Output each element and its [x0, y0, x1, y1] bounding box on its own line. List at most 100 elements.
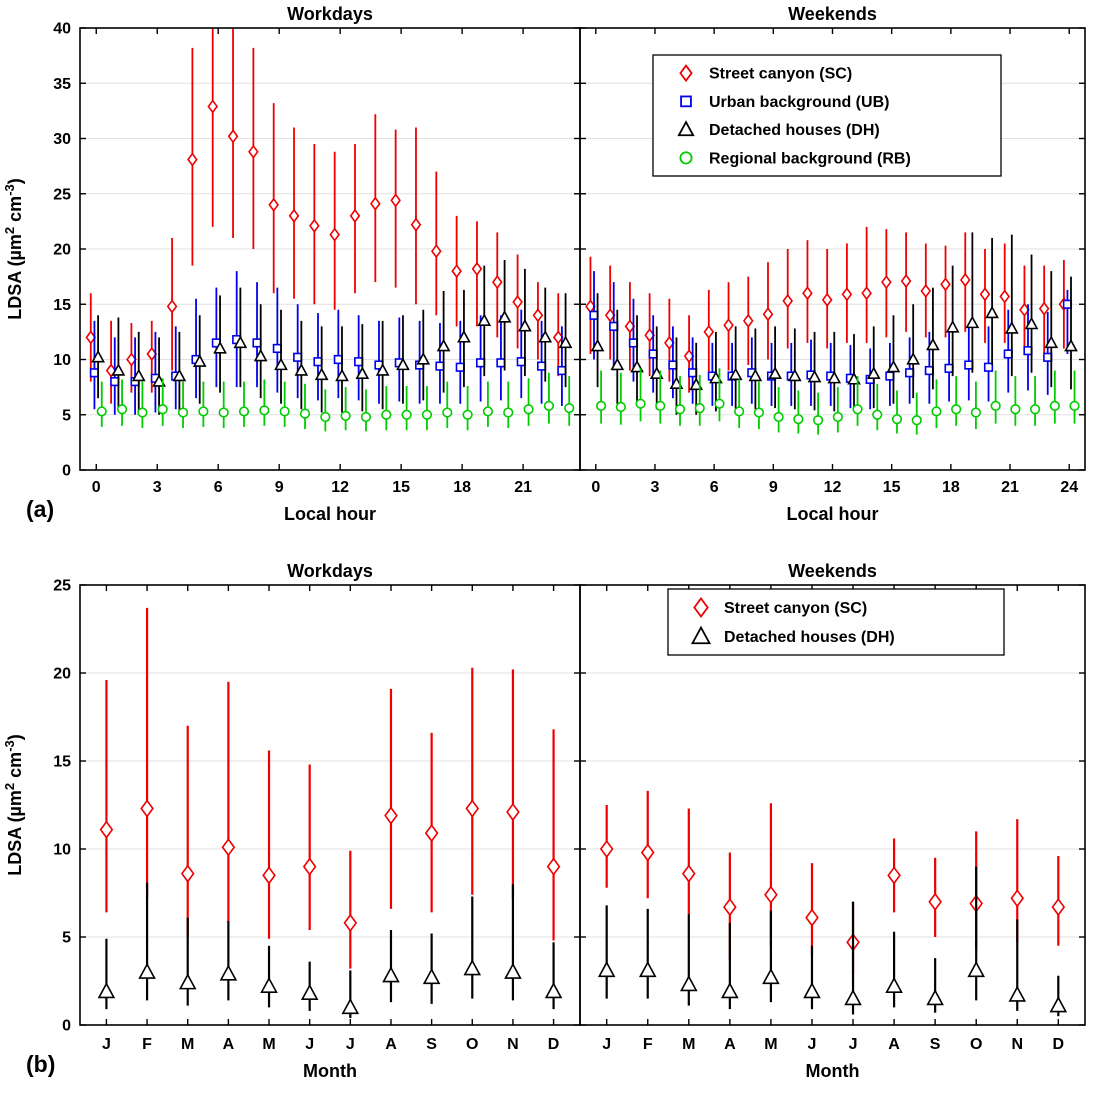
panel-a-label: (a) — [26, 496, 55, 522]
svg-text:6: 6 — [214, 479, 223, 496]
svg-text:S: S — [930, 1036, 941, 1053]
x-axis-label: Local hour — [284, 504, 376, 524]
y-axis-label-b: LDSA (µm2 cm-3) — [2, 734, 25, 876]
svg-text:3: 3 — [153, 479, 162, 496]
legend-label-street-canyon-sc: Street canyon (SC) — [709, 66, 852, 83]
svg-text:10: 10 — [53, 842, 71, 859]
y-tick-labels: 0 5 10 15 20 25 30 35 40 — [53, 21, 71, 480]
svg-text:F: F — [643, 1036, 653, 1053]
series-urban-background-ub — [589, 271, 1073, 410]
svg-text:D: D — [1053, 1036, 1065, 1053]
svg-text:0: 0 — [62, 463, 71, 480]
legend-label-urban-background-ub: Urban background (UB) — [709, 94, 889, 111]
y-tick-labels: 0 5 10 15 20 25 — [53, 578, 71, 1035]
svg-text:30: 30 — [53, 131, 71, 148]
axes-box — [579, 584, 1086, 1026]
y-axis-label-a: LDSA (µm2 cm-3) — [2, 178, 25, 320]
series-regional-background-rb — [96, 372, 575, 432]
x-tick-labels: 0 3 6 9 12 15 18 21 — [92, 479, 532, 496]
legend-label-regional-background-rb: Regional background (RB) — [709, 150, 911, 167]
grid-lines — [80, 672, 580, 938]
x-axis-label: Month — [303, 1061, 357, 1081]
subplot-title: Workdays — [287, 561, 373, 581]
svg-text:15: 15 — [883, 479, 901, 496]
svg-text:A: A — [223, 1036, 235, 1053]
series-regional-background-rb — [596, 368, 1080, 435]
panel-b-label: (b) — [26, 1051, 56, 1077]
grid-lines — [580, 672, 1085, 938]
subplot-title: Workdays — [287, 4, 373, 24]
svg-text:S: S — [426, 1036, 437, 1053]
subplot-a_weekends: 0 3 6 9 12 15 18 21 24 Weekends Local hour Street c… — [579, 4, 1086, 524]
tick-marks — [80, 584, 580, 1026]
x-axis-label: Month — [806, 1061, 860, 1081]
svg-text:15: 15 — [53, 297, 71, 314]
svg-text:F: F — [142, 1036, 152, 1053]
legend: Street canyon (SC) Urban background (UB) D… — [652, 54, 1002, 177]
svg-text:5: 5 — [62, 930, 71, 947]
svg-text:9: 9 — [275, 479, 284, 496]
series-street-canyon-sc — [99, 607, 561, 969]
x-tick-labels: 0 3 6 9 12 15 18 21 24 — [591, 479, 1078, 496]
svg-text:A: A — [888, 1036, 900, 1053]
subplot-b_workdays: J F M A M J J A S O N D 0 5 10 15 20 25 Workdays Month — [53, 561, 581, 1081]
legend-label-detached-houses-dh: Detached houses (DH) — [709, 122, 880, 139]
svg-text:M: M — [682, 1036, 695, 1053]
x-axis-label: Local hour — [786, 504, 878, 524]
svg-text:A: A — [724, 1036, 736, 1053]
series-street-canyon-sc — [85, 28, 564, 404]
axes-box — [79, 584, 581, 1026]
svg-text:6: 6 — [710, 479, 719, 496]
svg-text:25: 25 — [53, 186, 71, 203]
svg-text:O: O — [466, 1036, 478, 1053]
svg-text:18: 18 — [453, 479, 471, 496]
svg-text:9: 9 — [769, 479, 778, 496]
legend: Street canyon (SC) Detached houses (DH) — [667, 588, 1005, 656]
legend-label-street-canyon-sc: Street canyon (SC) — [724, 600, 867, 617]
svg-text:0: 0 — [62, 1018, 71, 1035]
svg-text:35: 35 — [53, 76, 71, 93]
svg-text:21: 21 — [1001, 479, 1019, 496]
svg-text:J: J — [602, 1036, 611, 1053]
svg-text:20: 20 — [53, 666, 71, 683]
svg-text:3: 3 — [651, 479, 660, 496]
svg-text:20: 20 — [53, 242, 71, 259]
svg-text:O: O — [970, 1036, 982, 1053]
svg-text:M: M — [262, 1036, 275, 1053]
series-detached-houses-dh — [590, 232, 1078, 415]
subplot-b_weekends: J F M A M J J A S O N D Weekends Month Street canyon (… — [579, 561, 1086, 1081]
grid-lines — [80, 82, 580, 416]
svg-text:J: J — [346, 1036, 355, 1053]
svg-text:0: 0 — [591, 479, 600, 496]
svg-text:M: M — [764, 1036, 777, 1053]
svg-text:12: 12 — [824, 479, 842, 496]
svg-text:18: 18 — [942, 479, 960, 496]
svg-text:J: J — [102, 1036, 111, 1053]
series-detached-houses-dh — [91, 260, 573, 415]
svg-text:10: 10 — [53, 352, 71, 369]
svg-text:J: J — [849, 1036, 858, 1053]
series-detached-houses-dh — [597, 866, 1068, 1017]
tick-marks — [80, 27, 580, 471]
svg-text:15: 15 — [53, 754, 71, 771]
svg-text:25: 25 — [53, 578, 71, 595]
svg-text:24: 24 — [1060, 479, 1078, 496]
tick-marks — [580, 584, 1085, 1026]
svg-text:15: 15 — [392, 479, 410, 496]
svg-text:J: J — [305, 1036, 314, 1053]
svg-text:40: 40 — [53, 21, 71, 38]
svg-text:A: A — [385, 1036, 397, 1053]
tick-marks — [580, 27, 1085, 471]
legend-label-detached-houses-dh: Detached houses (DH) — [724, 629, 895, 646]
series-street-canyon-sc — [599, 790, 1066, 974]
svg-text:5: 5 — [62, 407, 71, 424]
svg-text:21: 21 — [514, 479, 532, 496]
svg-text:M: M — [181, 1036, 194, 1053]
svg-text:J: J — [808, 1036, 817, 1053]
svg-text:12: 12 — [331, 479, 349, 496]
svg-text:N: N — [507, 1036, 519, 1053]
